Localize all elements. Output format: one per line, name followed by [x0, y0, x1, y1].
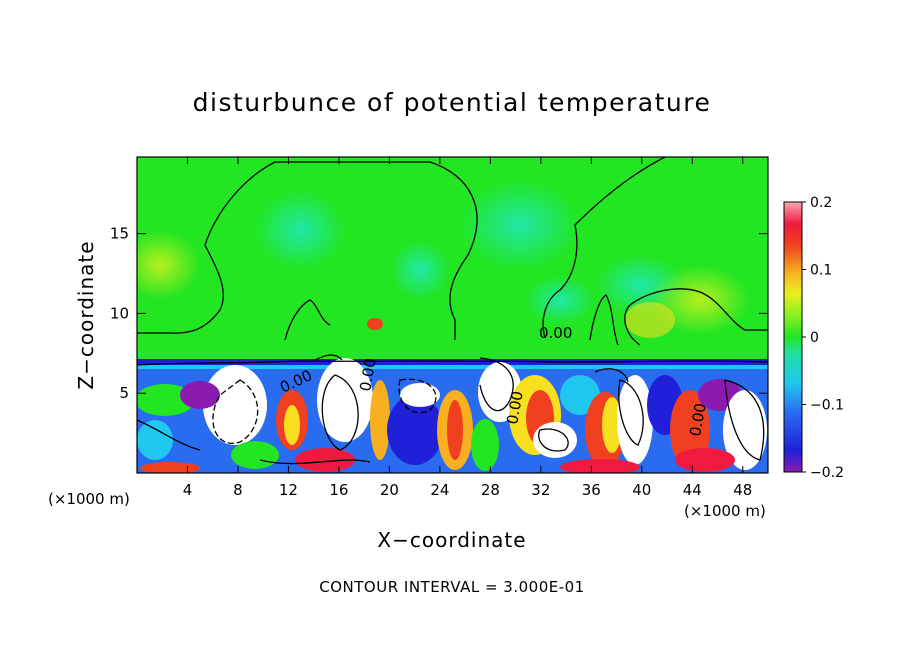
x-tick-label: 44	[683, 481, 702, 499]
boundary-layer	[137, 358, 768, 473]
colorbar: 0.2 0.1 0 −0.1 −0.2	[783, 195, 844, 481]
x-tick-label: 28	[481, 481, 500, 499]
x-tick-label: 48	[733, 481, 752, 499]
y-tick-label: 5	[119, 384, 129, 402]
x-tick-label: 36	[582, 481, 601, 499]
y-tick-label: 15	[110, 225, 129, 243]
contour-label: 0.00	[503, 390, 527, 426]
y-tick-label: 10	[110, 304, 129, 322]
plot-frame	[136, 156, 769, 474]
x-unit-label-left: (×1000 m)	[48, 490, 130, 508]
x-axis-title: X−coordinate	[377, 528, 526, 552]
plot-area: 0.00 0.00 0.00 0.00 0.00	[137, 157, 768, 473]
upper-field-shading	[137, 180, 750, 338]
x-unit-label-right: (×1000 m)	[684, 502, 766, 520]
colorbar-tick-label: 0.2	[810, 195, 832, 211]
chart-title: disturbunce of potential temperature	[193, 88, 712, 117]
contour-label: 0.00	[356, 357, 380, 393]
x-tick-label: 4	[183, 481, 193, 499]
contour-label: 0.00	[539, 324, 572, 342]
colorbar-tick-label: 0	[810, 330, 819, 346]
x-axis: 4 8 12 16 20 24 28 32 36 40 44 48	[183, 157, 752, 499]
x-tick-label: 24	[430, 481, 449, 499]
contour-interval-note: CONTOUR INTERVAL = 3.000E-01	[319, 578, 584, 596]
x-tick-label: 40	[632, 481, 651, 499]
x-tick-label: 16	[329, 481, 348, 499]
y-axis: 5 10 15	[110, 225, 768, 402]
x-tick-label: 12	[279, 481, 298, 499]
contour-lines	[137, 157, 768, 465]
colorbar-ticks: 0.2 0.1 0 −0.1 −0.2	[802, 195, 844, 481]
colorbar-tick-label: −0.2	[810, 465, 844, 481]
contour-label: 0.00	[686, 402, 710, 438]
x-tick-label: 8	[233, 481, 243, 499]
colorbar-tick-label: 0.1	[810, 263, 832, 279]
x-tick-label: 32	[531, 481, 550, 499]
colorbar-gradient	[783, 201, 803, 473]
colorbar-tick-label: −0.1	[810, 398, 844, 414]
y-axis-title: Z−coordinate	[74, 240, 98, 389]
x-tick-label: 20	[380, 481, 399, 499]
